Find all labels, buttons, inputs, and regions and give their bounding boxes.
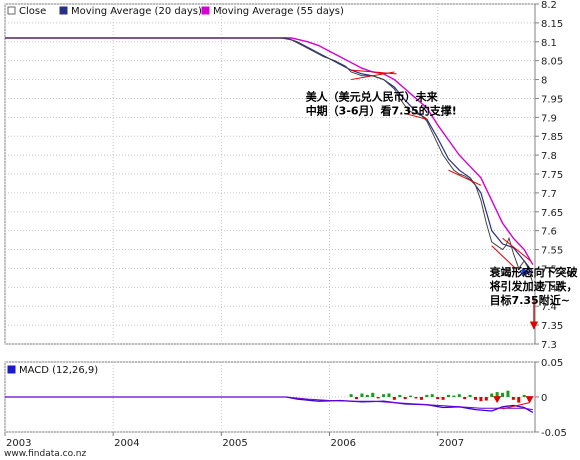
legend-swatch xyxy=(7,6,16,15)
price-y-tick-label: 8.2 xyxy=(541,0,557,11)
macd-histogram-bar xyxy=(409,395,413,397)
macd-line-signal xyxy=(5,396,533,411)
macd-histogram-bar xyxy=(382,394,386,397)
annotation-line xyxy=(405,113,427,120)
series-line-close xyxy=(5,37,534,284)
price-legend: Close Moving Average (20 days) Moving Aver… xyxy=(7,6,344,17)
annotation-line xyxy=(448,169,482,186)
x-tick-label: 2003 xyxy=(6,438,31,449)
x-tick-label: 2007 xyxy=(439,438,464,449)
price-y-tick-label: 7.55 xyxy=(541,246,563,257)
macd-histogram-bar xyxy=(414,397,418,399)
macd-histogram-bar xyxy=(398,394,402,397)
price-y-tick-label: 7.3 xyxy=(541,340,557,351)
macd-histogram-bar xyxy=(452,395,456,397)
price-y-tick-label: 8.05 xyxy=(541,57,563,68)
price-y-tick-label: 7.4 xyxy=(541,302,557,313)
macd-histogram-bar xyxy=(371,392,375,397)
macd-histogram-bar xyxy=(522,394,526,397)
series-line-moving-average-55-days- xyxy=(5,37,534,266)
macd-histogram-bar xyxy=(511,397,515,400)
macd-legend: MACD (12,26,9) xyxy=(7,365,98,376)
legend-swatch xyxy=(59,6,68,15)
price-y-tick-label: 7.35 xyxy=(541,321,563,332)
price-y-tick-label: 7.85 xyxy=(541,132,563,143)
macd-histogram-bar xyxy=(436,397,440,400)
price-arrows xyxy=(519,268,539,330)
macd-y-tick-label: 0 xyxy=(541,393,547,404)
price-y-tick-label: 7.5 xyxy=(541,264,557,275)
macd-histogram-bar xyxy=(517,397,521,403)
price-y-tick-label: 7.7 xyxy=(541,189,557,200)
macd-y-axis: 0.05 0 -0.05 xyxy=(535,358,567,439)
x-tick-label: 2005 xyxy=(222,438,247,449)
macd-histogram-bar xyxy=(349,394,353,397)
macd-histogram-bar xyxy=(463,397,467,400)
price-y-tick-label: 8.15 xyxy=(541,19,563,30)
price-series xyxy=(5,37,534,284)
price-y-tick-label: 7.95 xyxy=(541,94,563,105)
macd-histogram-bar xyxy=(484,397,488,401)
price-y-axis: 8.2 8.15 8.1 8.05 8 7.95 7.9 7.85 7.8 7.75 7.7 7.65… xyxy=(535,0,563,351)
x-axis: 2003 2004 2005 2006 2007 xyxy=(4,432,464,449)
macd-histogram-bar xyxy=(360,393,364,397)
macd-annotation-marker xyxy=(493,396,502,404)
price-y-tick-label: 7.9 xyxy=(541,113,557,124)
annotation-text: 目标7.35附近~ xyxy=(490,293,570,307)
macd-histogram-bar xyxy=(403,397,407,400)
macd-histogram-bar xyxy=(506,390,510,397)
macd-histogram-bar xyxy=(468,394,472,397)
macd-histogram-bar xyxy=(441,397,445,400)
price-y-tick-label: 7.8 xyxy=(541,151,557,162)
macd-histogram-bar xyxy=(474,397,478,400)
macd-annotation-line xyxy=(502,402,530,410)
macd-annotation-marker xyxy=(525,396,534,404)
macd-series xyxy=(5,396,534,413)
price-y-tick-label: 7.75 xyxy=(541,170,563,181)
macd-histogram-bar xyxy=(392,397,396,400)
series-line-moving-average-20-days- xyxy=(5,37,534,273)
macd-histogram-bar xyxy=(479,397,483,402)
macd-legend-swatch xyxy=(7,365,16,374)
macd-histogram-bar xyxy=(430,394,434,397)
macd-histogram-bar xyxy=(419,397,423,400)
annotation-line xyxy=(491,245,516,269)
x-tick-label: 2006 xyxy=(330,438,355,449)
macd-histogram-bar xyxy=(501,392,505,397)
price-annotation-lines xyxy=(351,69,531,269)
macd-legend-label: MACD (12,26,9) xyxy=(19,365,98,376)
price-y-tick-label: 7.6 xyxy=(541,227,557,238)
macd-histogram-bar xyxy=(376,397,380,399)
price-y-tick-label: 7.45 xyxy=(541,283,563,294)
macd-histogram-bar xyxy=(495,392,499,397)
macd-annotations xyxy=(493,396,534,410)
legend-swatch xyxy=(201,6,210,15)
annotation-line xyxy=(351,71,395,81)
price-y-tick-label: 8 xyxy=(541,76,547,87)
x-tick-label: 2004 xyxy=(114,438,139,449)
price-y-tick-label: 7.65 xyxy=(541,208,563,219)
macd-histogram-bar xyxy=(365,394,369,397)
annotation-text: 衰竭形态向下突破 xyxy=(489,265,578,279)
macd-y-tick-label: -0.05 xyxy=(541,428,567,439)
annotation-text: 美人（美元兑人民币）未来 xyxy=(306,89,439,103)
macd-histogram-bar xyxy=(446,394,450,397)
macd-histogram-bar xyxy=(425,394,429,397)
legend-label: Moving Average (20 days) xyxy=(71,6,202,17)
price-y-tick-label: 8.1 xyxy=(541,38,557,49)
legend-label: Moving Average (55 days) xyxy=(213,6,344,17)
macd-histogram-bar xyxy=(355,397,359,400)
legend-label: Close xyxy=(19,6,46,17)
macd-histogram-bar xyxy=(387,393,391,397)
annotation-text: 中期（3-6月）看7.35的支撑! xyxy=(306,103,457,117)
annotation-text: 将引发加速下跌， xyxy=(490,279,578,293)
macd-histogram-bar xyxy=(490,393,494,397)
footer-source: www.findata.co.nz xyxy=(4,449,86,459)
macd-histogram-bar xyxy=(457,394,461,397)
macd-y-tick-label: 0.05 xyxy=(541,358,563,369)
annotation-line xyxy=(502,237,531,262)
